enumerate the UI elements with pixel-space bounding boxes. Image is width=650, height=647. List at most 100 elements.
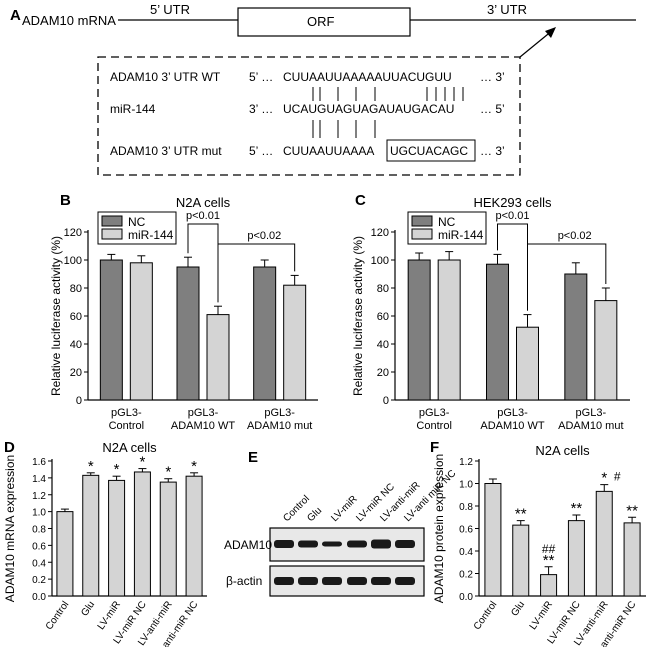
y-tick-label: 0.8 xyxy=(32,525,46,536)
y-tick-label: 100 xyxy=(64,255,82,267)
p-value-label: p<0.01 xyxy=(496,210,530,222)
panel-letter: D xyxy=(4,439,15,456)
y-tick-label: 0 xyxy=(76,395,82,407)
p-bracket xyxy=(217,243,296,303)
y-tick-label: 0.2 xyxy=(459,570,473,581)
x-tick-label: pGL3-ADAM10 WT xyxy=(480,407,544,432)
bar xyxy=(516,326,539,401)
bar xyxy=(129,262,153,401)
bar xyxy=(594,300,618,401)
zoom-arrow xyxy=(519,29,554,58)
y-axis-label: ADAM10 protein expression xyxy=(432,454,446,603)
significance-mark: * xyxy=(139,454,145,471)
bar xyxy=(108,479,126,597)
utr3-label: 3’ UTR xyxy=(487,2,527,17)
x-tick-label: Control xyxy=(44,599,72,632)
bar xyxy=(484,483,502,597)
bar xyxy=(407,259,431,401)
y-tick-label: 1.4 xyxy=(32,474,46,485)
row-mut-seq-plain: CUUAAUUAAAA xyxy=(283,144,374,158)
panel-a-letter: A xyxy=(10,7,21,24)
sequence-box xyxy=(97,56,521,176)
bar xyxy=(540,574,558,597)
band-adam10 xyxy=(395,540,415,548)
bar xyxy=(437,259,461,401)
legend-swatch xyxy=(411,215,433,227)
y-tick-label: 1.2 xyxy=(32,491,46,502)
significance-mark: * xyxy=(114,461,120,478)
x-tick-label: pGL3-ADAM10 mut xyxy=(558,407,623,432)
y-tick-label: 80 xyxy=(70,283,82,295)
y-tick-label: 1.0 xyxy=(459,480,473,491)
y-axis-label: Relative luciferase activity (%) xyxy=(351,236,365,396)
band-actin xyxy=(322,577,342,585)
band-actin xyxy=(274,577,294,585)
p-value-label: p<0.02 xyxy=(558,230,592,242)
base-pair-lines-bottom xyxy=(312,120,376,138)
significance-mark-2: ## xyxy=(542,542,556,556)
band-adam10 xyxy=(274,540,294,548)
orf-box xyxy=(237,7,411,37)
panel-letter: C xyxy=(355,192,366,209)
y-tick-label: 20 xyxy=(377,367,389,379)
panel-a: A ADAM10 mRNA 5’ UTR ORF 3’ UTR ADAM10 3… xyxy=(10,2,636,176)
orf-label: ORF xyxy=(307,14,335,29)
y-tick-label: 100 xyxy=(371,255,389,267)
y-tick-label: 80 xyxy=(377,283,389,295)
p-value-label: p<0.02 xyxy=(247,230,281,242)
row-mut-end-right: … 3’ xyxy=(480,144,505,158)
utr5-label: 5’ UTR xyxy=(150,2,190,17)
row-mut-seq-box: UGCUACAGC xyxy=(390,144,468,158)
significance-mark: * xyxy=(88,458,94,475)
band-adam10 xyxy=(347,540,367,548)
panel-letter: F xyxy=(430,439,439,456)
row-wt-label: ADAM10 3’ UTR WT xyxy=(110,70,221,84)
y-tick-label: 0.0 xyxy=(32,592,46,603)
bar xyxy=(185,475,203,597)
x-tick-label: pGL3-Control xyxy=(109,407,144,432)
row-wt-seq: CUUAAUUAAAAAUUACUGUU xyxy=(283,70,452,84)
chart-d: D N2A cells 0.0 0.2 0.4 0.6 0.8 1.0 1.2 1.4 1.6 ADA… xyxy=(3,439,207,647)
y-tick-label: 1.0 xyxy=(32,508,46,519)
bar xyxy=(512,524,530,597)
row-mir-seq: UCAUGUAGUAGAUAUGACAU xyxy=(283,102,454,116)
chart-title: N2A cells xyxy=(535,443,590,458)
bar xyxy=(283,284,307,401)
chart-c: C HEK293 cells 0 20 40 60 80 100 120 Relative luc… xyxy=(351,192,630,432)
legend-label: NC xyxy=(128,215,146,229)
bar xyxy=(486,263,509,401)
x-tick-label: LV-miR xyxy=(528,599,555,632)
row-mir-label: miR-144 xyxy=(110,102,156,116)
y-tick-label: 1.6 xyxy=(32,457,46,468)
band-actin xyxy=(395,577,415,585)
row-mut-end-left: 5’ … xyxy=(249,144,273,158)
legend-label: miR-144 xyxy=(438,228,484,242)
x-tick-label: Glu xyxy=(509,599,527,618)
p-bracket xyxy=(527,243,607,311)
y-tick-label: 120 xyxy=(64,227,82,239)
chart-title: HEK293 cells xyxy=(473,195,552,210)
band-label-adam10: ADAM10 xyxy=(224,538,272,552)
y-tick-label: 40 xyxy=(70,339,82,351)
significance-mark: * xyxy=(601,470,607,487)
y-tick-label: 40 xyxy=(377,339,389,351)
legend-swatch xyxy=(101,215,123,227)
band-adam10 xyxy=(371,539,391,549)
x-tick-label: Control xyxy=(472,599,500,632)
chart-title: N2A cells xyxy=(102,440,157,455)
y-tick-label: 120 xyxy=(371,227,389,239)
x-tick-label: pGL3-Control xyxy=(416,407,451,432)
y-tick-label: 0.4 xyxy=(459,547,473,558)
x-tick-label: Glu xyxy=(79,599,97,618)
row-wt-end-right: … 3’ xyxy=(480,70,505,84)
lane-label: Glu xyxy=(305,505,324,524)
bar xyxy=(82,474,100,597)
legend-swatch xyxy=(411,228,433,240)
mutation-box xyxy=(386,139,476,162)
bar xyxy=(253,266,277,401)
base-pair-lines-top xyxy=(312,87,464,101)
row-mir-end-left: 3’ … xyxy=(249,102,273,116)
